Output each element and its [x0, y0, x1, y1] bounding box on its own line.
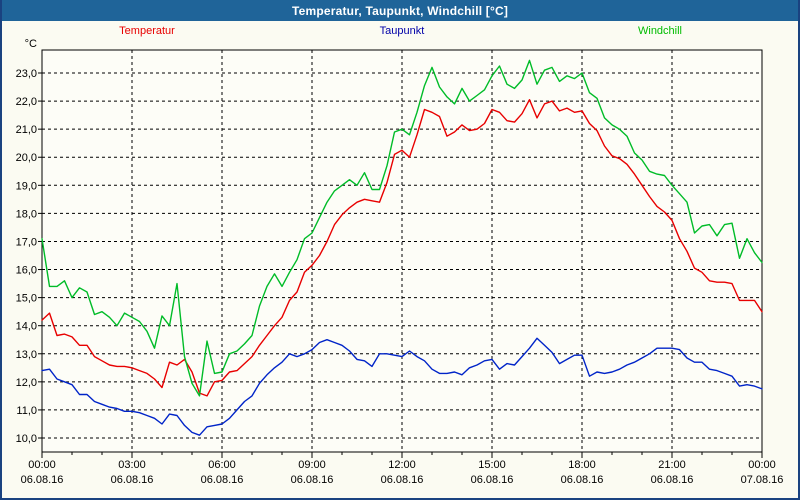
series-temperatur-line: [41, 98, 763, 397]
plot-border: [41, 49, 763, 453]
series-taupunkt-line: [41, 337, 763, 436]
legend-item-windchill: Windchill: [637, 25, 683, 37]
series-windchill-line: [41, 59, 763, 397]
y-axis-label: 18,0: [16, 208, 37, 220]
x-axis-date-label: 07.08.16: [741, 474, 784, 486]
y-axis-label: 15,0: [16, 293, 37, 305]
x-axis-date-label: 06.08.16: [21, 474, 64, 486]
y-axis-label: 21,0: [16, 124, 37, 136]
y-axis-label: 20,0: [16, 152, 37, 164]
x-axis-date-label: 06.08.16: [561, 474, 604, 486]
y-axis-label: 14,0: [16, 321, 37, 333]
x-axis-date-label: 06.08.16: [471, 474, 514, 486]
x-axis-time-label: 18:00: [568, 459, 596, 471]
x-axis-date-label: 06.08.16: [381, 474, 424, 486]
y-axis-label: 10,0: [16, 433, 37, 445]
x-axis-date-label: 06.08.16: [651, 474, 694, 486]
chart-legend: Temperatur Taupunkt Windchill: [2, 25, 798, 39]
window-title: Temperatur, Taupunkt, Windchill [°C]: [291, 3, 509, 18]
y-axis-label: 16,0: [16, 265, 37, 277]
x-axis-time-label: 00:00: [748, 459, 776, 471]
y-axis-label: 13,0: [16, 349, 37, 361]
x-axis-time-label: 03:00: [118, 459, 146, 471]
y-axis-label: 19,0: [16, 180, 37, 192]
x-axis-date-label: 06.08.16: [111, 474, 154, 486]
y-axis-unit-label: °C: [25, 38, 37, 50]
y-axis-label: 17,0: [16, 236, 37, 248]
x-axis-time-label: 12:00: [388, 459, 416, 471]
x-axis-time-label: 21:00: [658, 459, 686, 471]
y-axis-label: 23,0: [16, 68, 37, 80]
x-axis-time-label: 15:00: [478, 459, 506, 471]
y-axis-label: 11,0: [16, 405, 37, 417]
x-axis-time-label: 09:00: [298, 459, 326, 471]
y-axis-label: 12,0: [16, 377, 37, 389]
y-axis-label: 22,0: [16, 96, 37, 108]
x-axis-date-label: 06.08.16: [291, 474, 334, 486]
legend-item-temperatur: Temperatur: [119, 25, 175, 37]
window-titlebar[interactable]: Temperatur, Taupunkt, Windchill [°C]: [2, 0, 798, 21]
x-axis-time-label: 00:00: [28, 459, 56, 471]
x-axis-time-label: 06:00: [208, 459, 236, 471]
legend-item-taupunkt: Taupunkt: [379, 25, 425, 37]
x-axis-date-label: 06.08.16: [201, 474, 244, 486]
